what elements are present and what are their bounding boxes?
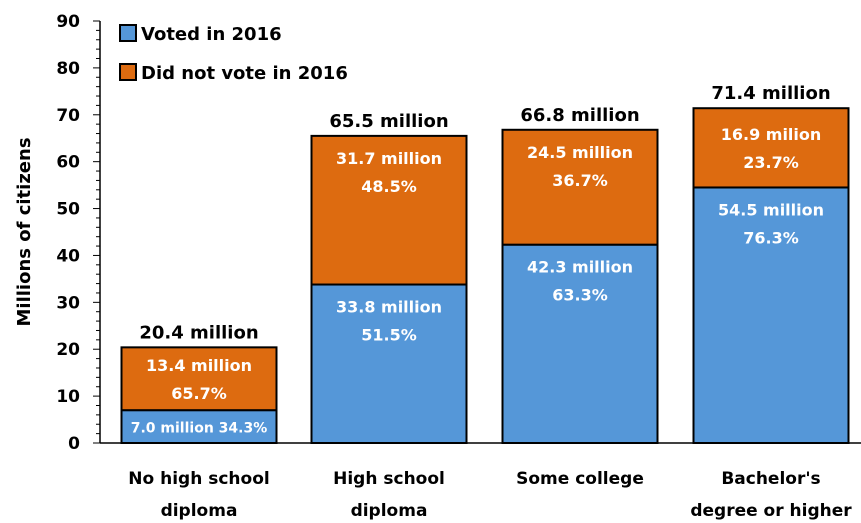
y-tick-label: 90	[56, 12, 80, 32]
segment-data-label: 24.5 million	[527, 143, 633, 162]
bar-segment	[501, 243, 659, 444]
y-tick-label: 80	[56, 59, 80, 79]
bars	[120, 107, 850, 445]
y-tick-label: 30	[56, 293, 80, 313]
segment-data-label: 54.5 million	[718, 200, 824, 219]
bar-segment	[120, 409, 278, 444]
x-category-label: Bachelor's	[721, 469, 820, 489]
x-category-label: degree or higher	[690, 501, 852, 521]
x-category-label: diploma	[351, 501, 428, 521]
bar-segment	[310, 134, 468, 286]
segment-data-label: 16.9 milion	[721, 125, 822, 144]
bar-segment	[310, 283, 468, 445]
bar-total-label: 65.5 million	[329, 111, 448, 132]
bar-segment	[120, 346, 278, 412]
bar-total-label: 71.4 million	[711, 83, 830, 104]
segment-data-label: 31.7 million	[336, 149, 442, 168]
segment-data-label: 7.0 million 34.3%	[131, 421, 268, 437]
segment-data-label: 63.3%	[552, 286, 608, 305]
bar-total-label: 66.8 million	[520, 105, 639, 126]
bar-total-label: 20.4 million	[139, 322, 258, 343]
y-tick-label: 60	[56, 153, 80, 173]
y-tick-label: 50	[56, 200, 80, 220]
y-tick-label: 70	[56, 106, 80, 126]
segment-data-label: 42.3 million	[527, 258, 633, 277]
legend: Voted in 2016 Did not vote in 2016	[119, 24, 348, 84]
legend-label: Did not vote in 2016	[141, 63, 348, 84]
y-tick-label: 20	[56, 340, 80, 360]
segment-data-label: 36.7%	[552, 171, 608, 190]
y-tick-label: 0	[68, 434, 80, 454]
legend-swatch	[119, 63, 137, 81]
x-category-label: diploma	[161, 501, 238, 521]
y-tick-label: 40	[56, 246, 80, 266]
segment-data-label: 23.7%	[743, 153, 799, 172]
legend-swatch	[119, 24, 137, 42]
x-category-label: High school	[333, 469, 445, 489]
bar-segment	[692, 107, 850, 189]
legend-label: Voted in 2016	[141, 24, 282, 45]
segment-data-label: 48.5%	[361, 177, 417, 196]
bar-segment	[501, 128, 659, 246]
segment-data-label: 51.5%	[361, 326, 417, 345]
bar-labels: 7.0 million 34.3% 13.4 million 65.7% 20.4 m…	[128, 83, 852, 521]
segment-data-label: 76.3%	[743, 228, 799, 247]
segment-data-label: 13.4 million	[146, 356, 252, 375]
x-category-label: Some college	[516, 469, 644, 489]
x-category-label: No high school	[128, 469, 269, 489]
bar-segment	[692, 186, 850, 444]
y-axis-title: Millions of citizens	[14, 137, 35, 326]
segment-data-label: 65.7%	[171, 384, 227, 403]
y-tick-label: 10	[56, 387, 80, 407]
segment-data-label: 33.8 million	[336, 298, 442, 317]
